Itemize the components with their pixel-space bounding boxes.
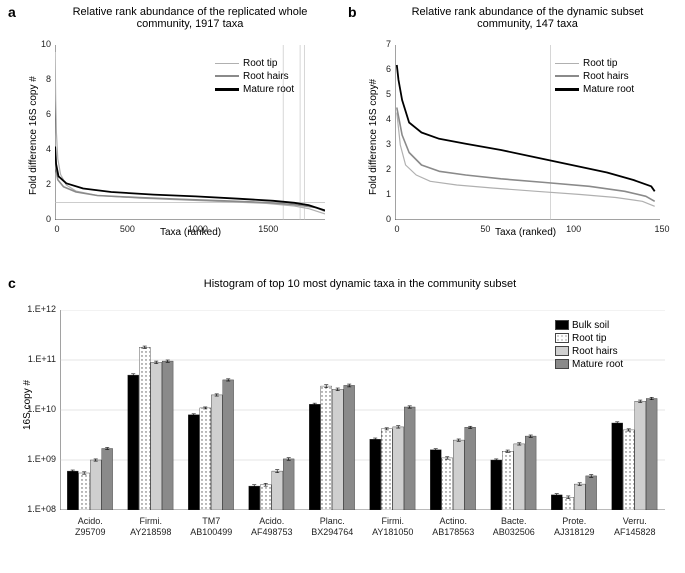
panel-a-legend: Root tip Root hairs Mature root bbox=[215, 58, 294, 97]
panel-b-title: Relative rank abundance of the dynamic s… bbox=[395, 6, 660, 30]
panel-c-legend: Bulk soil Root tip Root hairs Mature root bbox=[555, 320, 623, 372]
panel-a-label: a bbox=[8, 4, 16, 20]
legend-item: Root hairs bbox=[555, 346, 623, 357]
legend-item: Mature root bbox=[555, 84, 634, 95]
panel-c-label: c bbox=[8, 275, 16, 291]
panel-a-ylabel: Fold difference 16S copy # bbox=[28, 76, 39, 195]
legend-item: Root tip bbox=[215, 58, 294, 69]
legend-item: Mature root bbox=[555, 359, 623, 370]
legend-item: Root hairs bbox=[215, 71, 294, 82]
panel-a-title: Relative rank abundance of the replicate… bbox=[60, 6, 320, 30]
legend-item: Root tip bbox=[555, 333, 623, 344]
legend-item: Root tip bbox=[555, 58, 634, 69]
legend-item: Mature root bbox=[215, 84, 294, 95]
legend-item: Bulk soil bbox=[555, 320, 623, 331]
panel-c-title: Histogram of top 10 most dynamic taxa in… bbox=[150, 278, 570, 290]
panel-b-legend: Root tip Root hairs Mature root bbox=[555, 58, 634, 97]
legend-item: Root hairs bbox=[555, 71, 634, 82]
panel-b-label: b bbox=[348, 4, 357, 20]
panel-b-xlabel: Taxa (ranked) bbox=[495, 227, 556, 238]
